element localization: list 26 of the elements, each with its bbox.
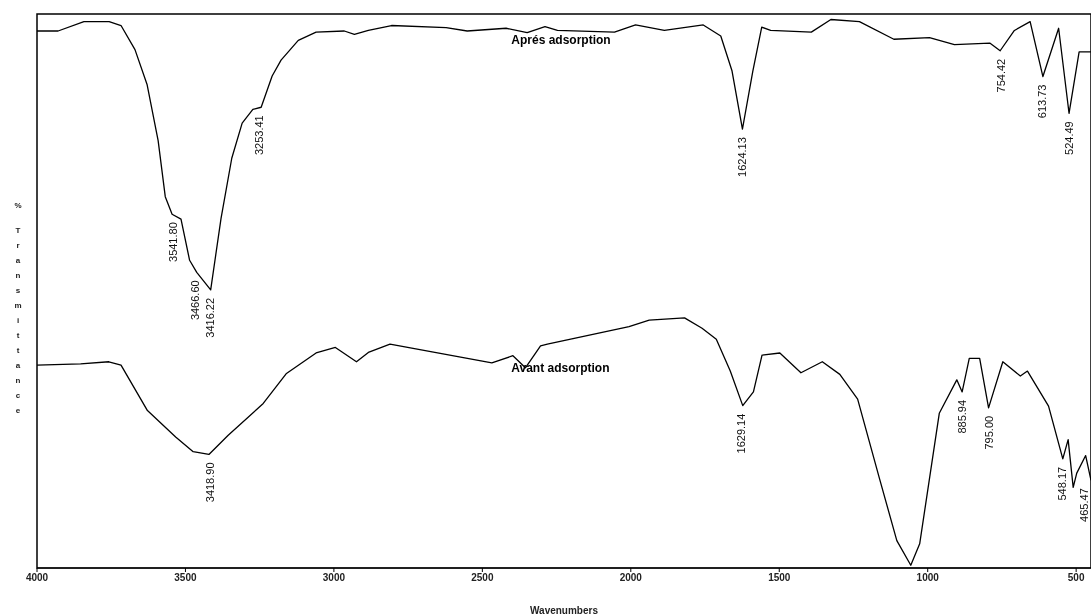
x-tick-label: 3000 [322, 572, 346, 584]
annotation: 3418.90 [203, 462, 216, 503]
annotation: 1629.14 [734, 413, 747, 454]
series-label: Aprés adsorption [511, 33, 611, 48]
annotation: 613.73 [1036, 84, 1049, 119]
annotation: 1624.13 [736, 137, 749, 177]
x-tick-label: 2000 [619, 572, 643, 584]
x-tick-label: 1500 [768, 572, 791, 584]
x-tick-label: 500 [1067, 572, 1085, 584]
annotation: 548.17 [1055, 466, 1068, 501]
x-tick-label: 1000 [916, 572, 940, 584]
annotation: 754.42 [994, 58, 1007, 93]
text: % Transmittance [14, 201, 22, 415]
x-tick-label: 4000 [25, 572, 49, 584]
annotation: 3253.41 [252, 115, 265, 156]
x-axis-title: Wavenumbers [530, 605, 599, 616]
annotation: 3541.80 [167, 222, 180, 262]
x-tick-label: 2500 [471, 572, 494, 584]
annotation: 3416.22 [204, 297, 217, 338]
annotation: 885.94 [955, 399, 968, 434]
annotation: 795.00 [982, 415, 995, 450]
x-tick-label: 3500 [174, 572, 198, 584]
annotation: 524.49 [1062, 121, 1075, 155]
series-label: Avant adsorption [511, 360, 610, 375]
annotation: 465.47 [1078, 488, 1090, 522]
annotation: 3466.60 [189, 280, 202, 321]
